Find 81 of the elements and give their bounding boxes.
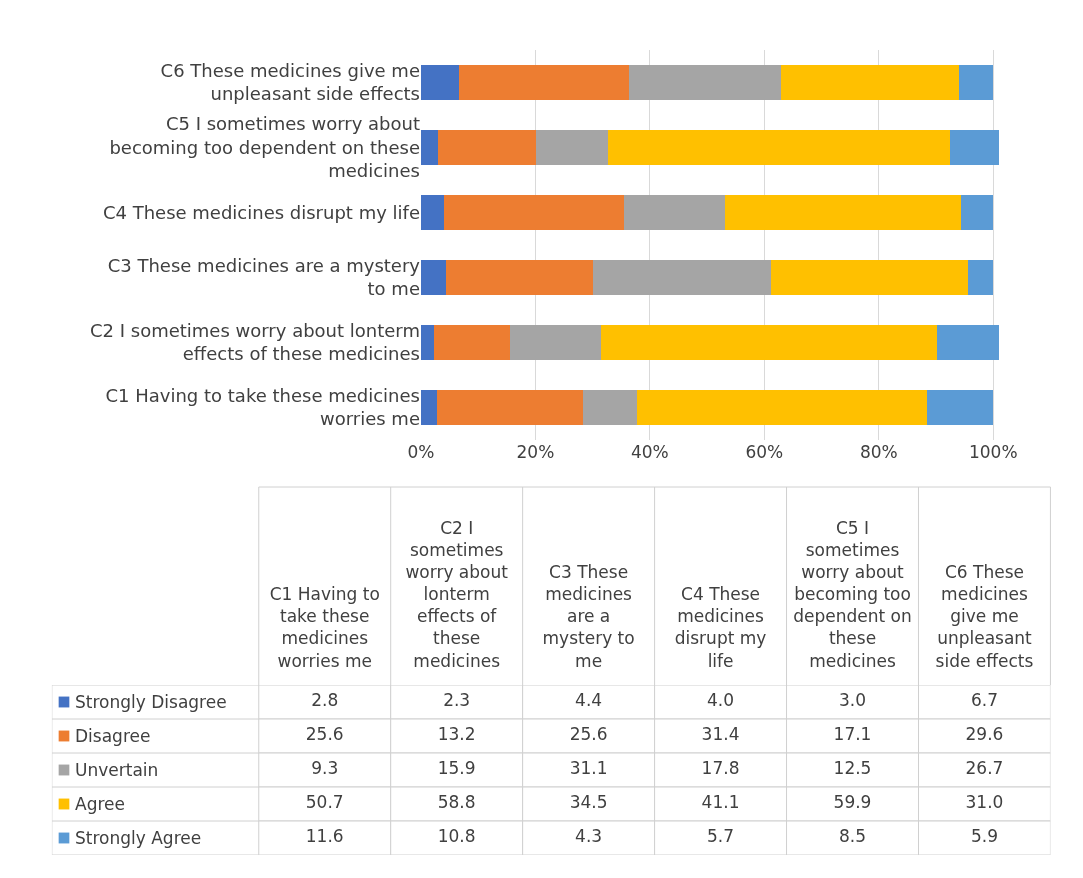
bar [781, 64, 959, 101]
x-tick-label: 40% [630, 442, 669, 462]
bar [960, 194, 994, 231]
bar [636, 389, 927, 426]
bar [623, 194, 726, 231]
data-label: 11.6 [305, 826, 344, 847]
x-tick-label: 0% [407, 442, 435, 462]
data-label: 9.3 [311, 758, 339, 779]
bar [420, 64, 460, 101]
x-tick-label: C6 These medicines give me unpleasant side effects [935, 562, 1034, 671]
data-label: 10.8 [437, 826, 476, 847]
bar [420, 194, 444, 231]
bar [607, 129, 951, 166]
data-label: 26.7 [965, 758, 1004, 779]
bar [770, 259, 969, 296]
bar [968, 259, 993, 296]
y-tick-label: C1 Having to take these medicines worries me [105, 385, 420, 430]
y-tick-label: C5 I sometimes worry about becoming too dependent on these medicines [109, 113, 420, 182]
legend-label: Strongly Disagree [75, 692, 227, 712]
bar [420, 259, 447, 296]
x-tick-label: C3 These medicines are a mystery to me [542, 562, 635, 671]
bar [437, 389, 584, 426]
bar [937, 324, 999, 361]
legend-label: Agree [75, 794, 125, 814]
bar [443, 194, 624, 231]
bar [592, 259, 771, 296]
bar [583, 389, 637, 426]
data-label: 12.5 [833, 758, 872, 779]
bar [725, 194, 961, 231]
bar [420, 129, 439, 166]
bar [950, 129, 999, 166]
data-label: 41.1 [701, 792, 740, 813]
data-label: 17.8 [701, 758, 740, 779]
data-label: 59.9 [833, 792, 872, 813]
y-tick-label: C3 These medicines are a mystery to me [107, 255, 421, 300]
y-tick-label: C4 These medicines disrupt my life [102, 201, 420, 223]
x-tick-label: C5 I sometimes worry about becoming too dependent on these medicines [793, 518, 912, 671]
data-label: 31.1 [569, 758, 608, 779]
data-label: 50.7 [305, 792, 344, 813]
x-tick-label: 60% [745, 442, 784, 462]
data-label: 3.0 [838, 690, 867, 711]
y-tick-label: C2 I sometimes worry about lonterm effects of these medicines [90, 320, 420, 365]
data-label: 29.6 [965, 724, 1004, 745]
data-label: 58.8 [437, 792, 476, 813]
data-label: 8.5 [838, 826, 867, 847]
legend-label: Disagree [75, 726, 151, 746]
bar [600, 324, 938, 361]
bar [926, 389, 994, 426]
data-label: 31.4 [701, 724, 740, 745]
x-tick-label: 80% [859, 442, 898, 462]
data-label: 34.5 [569, 792, 608, 813]
bar [628, 64, 782, 101]
bar [446, 259, 593, 296]
data-label: 4.3 [575, 826, 603, 847]
data-label: 31.0 [965, 792, 1004, 813]
x-tick-label: C4 These medicines disrupt my life [674, 584, 767, 671]
x-tick-label: 100% [968, 442, 1018, 462]
bar [509, 324, 601, 361]
data-label: 2.8 [311, 690, 339, 711]
data-label: 5.7 [707, 826, 735, 847]
bar [536, 129, 608, 166]
bar [459, 64, 629, 101]
bar [438, 129, 536, 166]
data-label: 17.1 [833, 724, 872, 745]
data-label: 13.2 [437, 724, 476, 745]
data-label: 25.6 [305, 724, 344, 745]
bar [420, 389, 437, 426]
bar [420, 324, 435, 361]
legend-label: Strongly Agree [75, 828, 202, 848]
data-label: 6.7 [970, 690, 998, 711]
bar [958, 64, 993, 101]
data-label: 15.9 [437, 758, 476, 779]
bar [434, 324, 510, 361]
x-tick-label: 20% [516, 442, 555, 462]
legend-label: Unvertain [75, 760, 159, 780]
data-label: 2.3 [443, 690, 471, 711]
data-label: 4.4 [575, 690, 603, 711]
y-tick-label: C6 These medicines give me unpleasant side effects [160, 60, 420, 105]
data-label: 4.0 [707, 690, 735, 711]
data-label: 5.9 [970, 826, 998, 847]
data-label: 25.6 [569, 724, 608, 745]
